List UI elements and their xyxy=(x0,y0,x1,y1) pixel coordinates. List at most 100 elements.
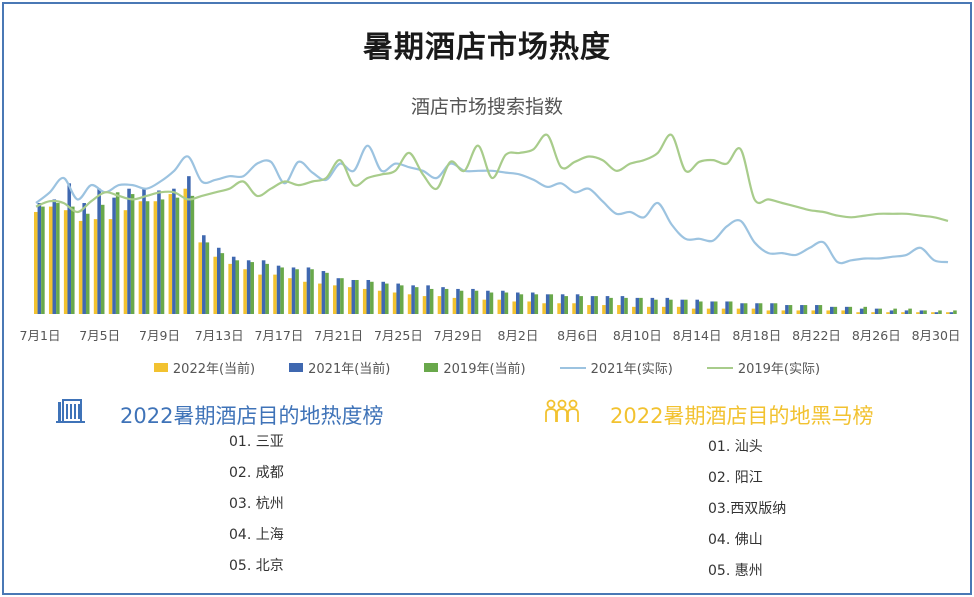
bar-2019年(当前) xyxy=(609,297,613,314)
bar-2022年(当前) xyxy=(452,297,457,314)
legend-item-2021-actual: 2021年(实际) xyxy=(559,358,673,377)
legend-item-2021-current: 2021年(当前) xyxy=(289,358,390,377)
bar-2019年(当前) xyxy=(444,288,449,314)
bar-2021年(当前) xyxy=(516,292,520,314)
bar-2019年(当前) xyxy=(684,299,688,314)
bar-2022年(当前) xyxy=(766,310,771,314)
bar-2021年(当前) xyxy=(545,294,550,314)
bar-2021年(当前) xyxy=(680,299,685,314)
bar-2022年(当前) xyxy=(512,301,517,314)
bar-2021年(当前) xyxy=(216,247,221,314)
bar-2022年(当前) xyxy=(183,188,188,314)
bar-2022年(当前) xyxy=(916,312,920,314)
bar-2019年(当前) xyxy=(429,288,434,314)
legend-label: 2019年(实际) xyxy=(737,362,821,377)
bar-2022年(当前) xyxy=(108,219,113,314)
bar-2022年(当前) xyxy=(497,299,502,314)
legend-label: 2021年(实际) xyxy=(590,362,673,377)
bar-2019年(当前) xyxy=(549,294,554,314)
bar-2021年(当前) xyxy=(830,306,834,314)
bar-2021年(当前) xyxy=(530,292,535,314)
x-tick-label: 7月29日 xyxy=(434,328,483,343)
bar-2022年(当前) xyxy=(557,303,561,314)
legend-item-2022-current: 2022年(当前) xyxy=(153,358,255,377)
bar-2019年(当前) xyxy=(639,297,643,314)
x-axis-ticks: 7月1日 7月5日 7月9日 7月13日 7月17日 7月21日 7月25日 7月29日 8月2… xyxy=(20,328,961,343)
x-tick-label: 8月10日 xyxy=(613,328,662,343)
bar-2021年(当前) xyxy=(785,305,789,314)
bar-2022年(当前) xyxy=(691,308,696,314)
bar-2019年(当前) xyxy=(71,206,75,314)
legend-swatch-2021-actual xyxy=(559,366,586,369)
bar-2019年(当前) xyxy=(160,199,165,314)
bar-2021年(当前) xyxy=(276,265,281,314)
x-tick-label: 7月5日 xyxy=(79,328,120,343)
bar-2021年(当前) xyxy=(157,190,161,314)
bar-2022年(当前) xyxy=(213,256,217,314)
bar-2019年(当前) xyxy=(669,299,673,314)
page-title: 暑期酒店市场热度 xyxy=(363,30,611,65)
bar-2019年(当前) xyxy=(115,192,120,314)
bar-2022年(当前) xyxy=(467,297,472,314)
bar-2022年(当前) xyxy=(318,283,322,314)
bar-2019年(当前) xyxy=(713,301,718,314)
line-2021年(实际) xyxy=(35,144,949,265)
bar-2021年(当前) xyxy=(650,297,655,314)
bar-2019年(当前) xyxy=(624,297,628,314)
bar-2021年(当前) xyxy=(665,297,670,314)
bar-2021年(当前) xyxy=(187,176,191,314)
bar-2022年(当前) xyxy=(647,306,651,314)
bar-2021年(当前) xyxy=(635,297,640,314)
bar-2019年(当前) xyxy=(908,308,912,314)
bar-2022年(当前) xyxy=(901,312,905,314)
bar-2021年(当前) xyxy=(919,310,924,314)
bar-2022年(当前) xyxy=(243,269,247,314)
bar-2021年(当前) xyxy=(52,199,57,314)
lines-layer xyxy=(35,133,949,265)
bar-2019年(当前) xyxy=(803,305,808,314)
bar-2019年(当前) xyxy=(414,287,419,314)
bar-2019年(当前) xyxy=(370,281,374,314)
bar-2022年(当前) xyxy=(228,263,232,314)
hot-ranking-title: 2022暑期酒店目的地热度榜 xyxy=(120,404,384,428)
list-item: 01. 三亚 xyxy=(229,434,284,450)
bar-2019年(当前) xyxy=(863,306,868,314)
bar-2022年(当前) xyxy=(377,290,382,314)
bar-2019年(当前) xyxy=(893,308,897,314)
bar-2022年(当前) xyxy=(587,305,591,314)
x-tick-label: 8月6日 xyxy=(557,328,598,343)
bar-2022年(当前) xyxy=(841,310,845,314)
bar-2021年(当前) xyxy=(411,285,415,314)
bar-2022年(当前) xyxy=(781,310,786,314)
bars-layer xyxy=(34,176,957,314)
bar-2021年(当前) xyxy=(306,267,311,314)
bar-2019年(当前) xyxy=(385,283,389,314)
bar-2019年(当前) xyxy=(953,310,957,314)
bar-2019年(当前) xyxy=(310,269,314,314)
bar-2022年(当前) xyxy=(123,210,128,314)
bar-2019年(当前) xyxy=(878,308,882,314)
bar-2019年(当前) xyxy=(145,201,150,314)
bar-2019年(当前) xyxy=(818,305,823,314)
list-item: 04. 佛山 xyxy=(708,532,763,548)
x-tick-label: 8月2日 xyxy=(497,328,538,343)
bar-2019年(当前) xyxy=(325,272,329,314)
legend-item-2019-actual: 2019年(实际) xyxy=(706,358,821,377)
bar-2019年(当前) xyxy=(489,292,494,314)
bar-2021年(当前) xyxy=(202,235,206,314)
bar-2019年(当前) xyxy=(788,305,793,314)
bar-2019年(当前) xyxy=(459,290,464,314)
bar-2019年(当前) xyxy=(773,303,778,314)
bar-2022年(当前) xyxy=(437,296,442,314)
list-item: 02. 成都 xyxy=(229,465,284,481)
bar-2022年(当前) xyxy=(871,312,875,314)
bar-2019年(当前) xyxy=(594,296,598,314)
dark-horse-ranking-title: 2022暑期酒店目的地黑马榜 xyxy=(610,404,874,428)
bar-2019年(当前) xyxy=(85,213,90,314)
bar-2021年(当前) xyxy=(725,301,729,314)
bar-2021年(当前) xyxy=(441,287,445,314)
bar-2022年(当前) xyxy=(482,299,487,314)
bar-2021年(当前) xyxy=(231,256,236,314)
bar-2019年(当前) xyxy=(190,195,195,314)
bar-2021年(当前) xyxy=(37,203,42,314)
